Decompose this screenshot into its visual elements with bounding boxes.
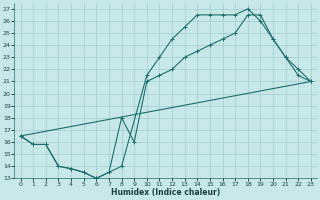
X-axis label: Humidex (Indice chaleur): Humidex (Indice chaleur) [111,188,220,197]
